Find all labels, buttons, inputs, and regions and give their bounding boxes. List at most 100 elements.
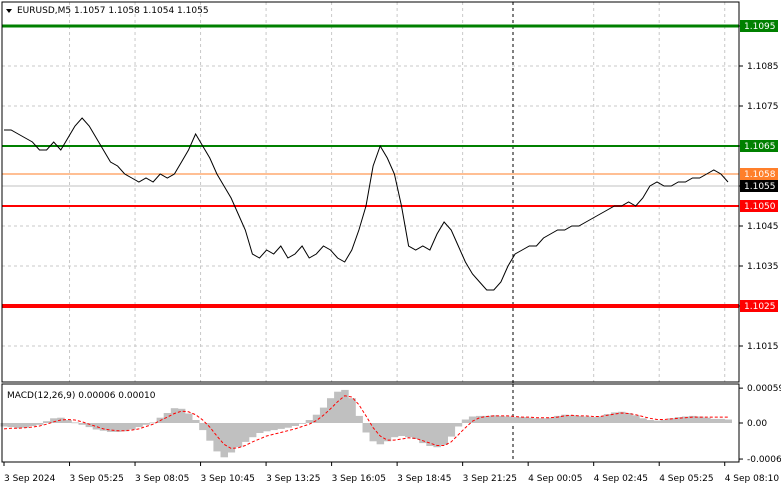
bid-price-tag bbox=[740, 180, 778, 192]
time-tick-label: 3 Sep 18:45 bbox=[397, 474, 451, 484]
price-tick-label: 1.1035 bbox=[747, 262, 779, 272]
macd-histogram-bar bbox=[284, 423, 292, 428]
macd-tick-label: 0.00 bbox=[747, 419, 767, 429]
macd-histogram-bar bbox=[383, 423, 392, 442]
macd-histogram-bar bbox=[376, 423, 385, 445]
macd-histogram-bar bbox=[696, 416, 704, 423]
macd-tick-label: 0.00059 bbox=[747, 384, 781, 394]
macd-axis: 0.00059 0.00 -0.00061 bbox=[739, 384, 781, 465]
macd-histogram-bar bbox=[589, 417, 598, 423]
time-tick-label: 3 Sep 10:45 bbox=[201, 474, 255, 484]
macd-histogram-bar bbox=[7, 423, 15, 428]
time-axis: 3 Sep 2024 3 Sep 05:25 3 Sep 08:05 3 Sep 10… bbox=[3, 462, 780, 484]
macd-histogram-bar bbox=[476, 415, 484, 423]
macd-histogram-bar bbox=[291, 423, 299, 426]
macd-histogram bbox=[0, 389, 732, 458]
macd-histogram-bar bbox=[504, 416, 512, 423]
macd-histogram-bar bbox=[192, 420, 200, 423]
triangle-down-icon[interactable] bbox=[6, 9, 12, 13]
macd-histogram-bar bbox=[681, 416, 690, 423]
macd-histogram-bar bbox=[511, 417, 519, 423]
macd-histogram-bar bbox=[35, 423, 44, 425]
macd-histogram-bar bbox=[575, 415, 583, 423]
macd-histogram-bar bbox=[199, 423, 207, 431]
macd-histogram-bar bbox=[248, 423, 257, 438]
symbol-label: EURUSD,M5 bbox=[17, 6, 71, 16]
time-tick-label: 3 Sep 16:05 bbox=[332, 474, 386, 484]
macd-histogram-bar bbox=[426, 423, 434, 446]
macd-histogram-bar bbox=[263, 423, 271, 432]
macd-histogram-bar bbox=[135, 423, 143, 428]
macd-histogram-bar bbox=[206, 423, 214, 441]
macd-histogram-bar bbox=[121, 423, 129, 432]
price-tick-label: 1.1015 bbox=[747, 342, 779, 352]
macd-histogram-bar bbox=[277, 423, 285, 429]
macd-histogram-bar bbox=[440, 423, 448, 445]
ask-price-label: 1.1058 bbox=[744, 170, 776, 180]
macd-histogram-bar bbox=[348, 398, 356, 423]
price-series-line bbox=[4, 117, 729, 291]
time-tick-label: 3 Sep 13:25 bbox=[266, 474, 320, 484]
macd-histogram-bar bbox=[539, 418, 548, 423]
macd-histogram-bar bbox=[185, 413, 193, 423]
macd-histogram-bar bbox=[355, 415, 363, 423]
macd-histogram-bar bbox=[454, 423, 463, 427]
macd-histogram-bar bbox=[163, 413, 172, 423]
macd-histogram-bar bbox=[596, 416, 605, 423]
time-tick-label: 4 Sep 05:25 bbox=[659, 474, 713, 484]
macd-histogram-bar bbox=[305, 420, 314, 423]
macd-histogram-bar bbox=[561, 414, 569, 423]
macd-histogram-bar bbox=[298, 423, 307, 424]
price-tick-label: 1.1085 bbox=[747, 62, 779, 72]
macd-histogram-bar bbox=[334, 391, 342, 423]
macd-histogram-bar bbox=[405, 423, 413, 438]
macd-histogram-bar bbox=[362, 423, 370, 433]
macd-histogram-bar bbox=[21, 423, 30, 428]
macd-histogram-bar bbox=[497, 415, 505, 423]
macd-histogram-bar bbox=[490, 415, 498, 423]
macd-histogram-bar bbox=[270, 423, 278, 431]
ask-price-tag bbox=[740, 168, 778, 180]
macd-histogram-bar bbox=[710, 418, 718, 423]
macd-histogram-bar bbox=[50, 418, 58, 423]
time-tick-label: 4 Sep 08:10 bbox=[725, 474, 780, 484]
macd-histogram-bar bbox=[43, 421, 51, 423]
level-1.1025-tag bbox=[740, 300, 778, 312]
bid-price-label: 1.1055 bbox=[744, 182, 776, 192]
level-1.1095-tag bbox=[740, 20, 778, 32]
macd-signal-line bbox=[3, 395, 728, 449]
level-1.1050-tag-label: 1.1050 bbox=[744, 202, 776, 212]
macd-histogram-bar bbox=[227, 423, 236, 453]
macd-histogram-bar bbox=[213, 423, 221, 452]
macd-histogram-bar bbox=[724, 419, 732, 423]
macd-histogram-bar bbox=[327, 398, 335, 423]
macd-histogram-bar bbox=[234, 423, 243, 448]
macd-histogram-bar bbox=[667, 418, 676, 423]
price-pane[interactable] bbox=[2, 2, 739, 382]
macd-histogram-bar bbox=[28, 423, 37, 426]
price-tick-label: 1.1045 bbox=[747, 222, 779, 232]
macd-histogram-bar bbox=[106, 423, 115, 432]
time-tick-label: 3 Sep 05:25 bbox=[70, 474, 124, 484]
macd-histogram-bar bbox=[220, 423, 228, 458]
macd-histogram-bar bbox=[71, 422, 79, 424]
macd-histogram-bar bbox=[447, 423, 456, 437]
macd-histogram-bar bbox=[653, 420, 661, 423]
macd-histogram-bar bbox=[646, 420, 654, 423]
macd-histogram-bar bbox=[397, 423, 406, 436]
macd-histogram-bar bbox=[461, 419, 470, 423]
macd-histogram-bar bbox=[312, 414, 321, 423]
level-1.1095-tag-label: 1.1095 bbox=[744, 22, 776, 32]
macd-histogram-bar bbox=[717, 418, 725, 423]
macd-histogram-bar bbox=[170, 408, 179, 423]
macd-label: MACD(12,26,9) 0.00006 0.00010 bbox=[7, 391, 156, 401]
level-1.1065-tag-label: 1.1065 bbox=[744, 142, 776, 152]
macd-histogram-bar bbox=[390, 423, 399, 438]
macd-histogram-bar bbox=[625, 413, 633, 423]
macd-histogram-bar bbox=[582, 416, 590, 423]
macd-tick-label: -0.00061 bbox=[747, 455, 781, 465]
macd-histogram-bar bbox=[128, 423, 136, 430]
price-line-layer bbox=[4, 117, 729, 291]
macd-histogram-bar bbox=[532, 418, 541, 423]
